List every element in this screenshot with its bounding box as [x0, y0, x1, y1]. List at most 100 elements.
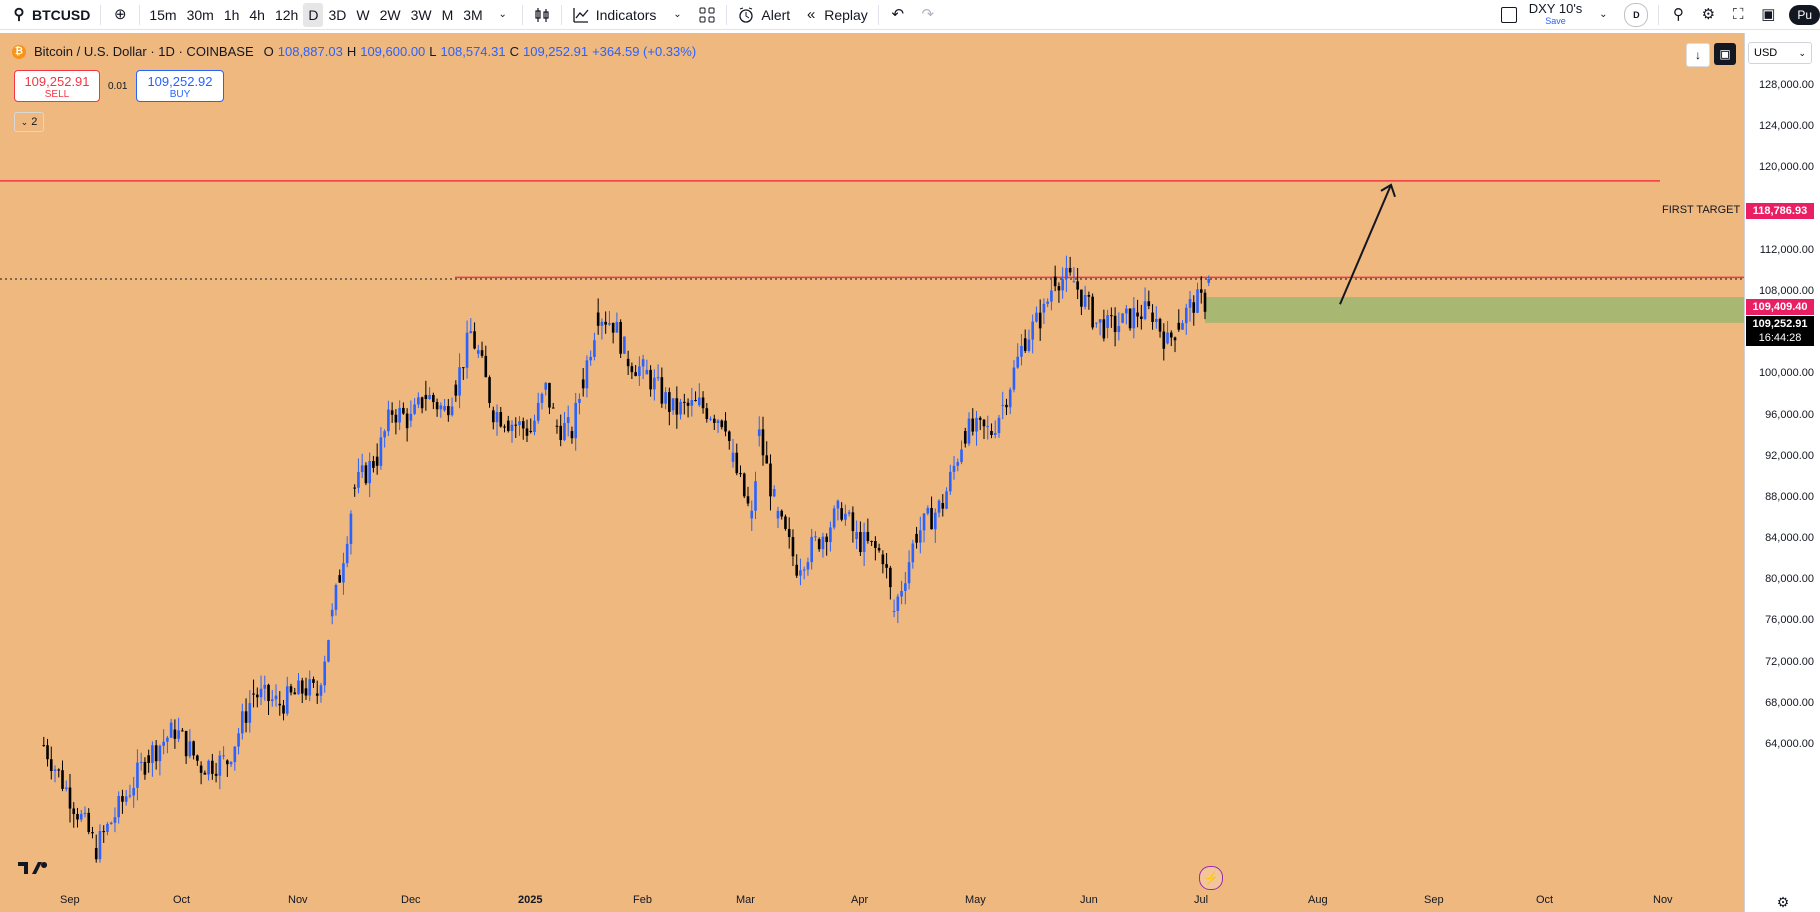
- publish-button[interactable]: Pu: [1783, 0, 1820, 30]
- candle-body: [319, 685, 323, 696]
- alert-label: Alert: [761, 6, 791, 23]
- candle-body: [218, 755, 222, 776]
- candlestick-chart[interactable]: [0, 33, 1744, 890]
- last-price: 109,252.91: [1752, 318, 1808, 330]
- candle-body: [409, 413, 413, 421]
- snapshot-button[interactable]: ▣: [1753, 0, 1783, 30]
- price-scale[interactable]: 128,000.00124,000.00120,000.00116,000.00…: [1744, 33, 1820, 912]
- last-price-badge: 109,252.91 16:44:28: [1746, 316, 1814, 346]
- candle-body: [630, 366, 634, 373]
- timeframe-dropdown-button[interactable]: ⌄: [488, 0, 518, 30]
- tv-logo-shape: [18, 862, 48, 874]
- timeframe-w[interactable]: W: [356, 6, 370, 23]
- candle-body: [817, 539, 821, 550]
- candle-body: [372, 460, 375, 468]
- scroll-to-latest-button[interactable]: ↓: [1686, 43, 1710, 67]
- candle-body: [1128, 308, 1132, 329]
- timeframe-m[interactable]: M: [441, 6, 454, 23]
- candle-body: [443, 406, 446, 411]
- candle-body: [495, 412, 499, 423]
- layout-select-checkbox[interactable]: [1495, 0, 1523, 30]
- candle-body: [1057, 286, 1061, 291]
- settings-button[interactable]: ⚙: [1693, 0, 1723, 30]
- candle-body: [1046, 301, 1049, 304]
- timeframe-1h[interactable]: 1h: [223, 6, 240, 23]
- timeframe-group: 15m 30m 1h 4h 12h D 3D W 2W 3W M 3M: [144, 0, 487, 30]
- candle-body: [439, 405, 443, 410]
- search-icon: ⚲: [13, 5, 25, 23]
- timeframe-15m[interactable]: 15m: [149, 6, 177, 23]
- timeframe-12h[interactable]: 12h: [274, 6, 299, 23]
- candle-body: [76, 813, 79, 820]
- layout-name-button[interactable]: DXY 10's Save: [1523, 0, 1589, 30]
- chart-pane[interactable]: [0, 33, 1744, 912]
- candle-body: [679, 401, 682, 415]
- timeframe-3w[interactable]: 3W: [410, 6, 432, 23]
- candle-body: [151, 745, 154, 763]
- candle-body: [1166, 332, 1169, 344]
- candle-body: [802, 569, 806, 571]
- lightning-icon[interactable]: ⚡: [1199, 866, 1223, 890]
- candle-body: [548, 382, 551, 408]
- layout-dropdown[interactable]: ⌄: [1588, 0, 1618, 30]
- sell-button[interactable]: 109,252.91 SELL: [14, 70, 100, 102]
- quick-search-button[interactable]: ⚲: [1663, 0, 1693, 30]
- redo-button[interactable]: ↷: [913, 0, 943, 30]
- templates-button[interactable]: [692, 0, 722, 30]
- candle-body: [930, 507, 933, 530]
- timeframe-2w[interactable]: 2W: [379, 6, 401, 23]
- fullscreen-button[interactable]: ⛶: [1723, 0, 1753, 30]
- price-tick: 96,000.00: [1765, 408, 1814, 421]
- auto-scale-button[interactable]: ▣: [1714, 43, 1736, 65]
- time-axis-settings-button[interactable]: ⚙: [1774, 893, 1792, 911]
- legend-high-label: H: [346, 44, 357, 59]
- candle-body: [293, 692, 297, 695]
- alert-button[interactable]: Alert: [731, 0, 796, 30]
- compare-button[interactable]: ⊕: [105, 0, 135, 30]
- chart-type-button[interactable]: [527, 0, 557, 30]
- candle-body: [1199, 289, 1203, 293]
- indicators-button[interactable]: Indicators: [566, 0, 663, 30]
- candle-body: [177, 730, 180, 739]
- candle-body: [428, 394, 431, 400]
- candle-body: [1143, 301, 1147, 319]
- tradingview-logo-icon[interactable]: [16, 858, 52, 884]
- timeframe-4h[interactable]: 4h: [249, 6, 265, 23]
- timeframe-d[interactable]: D: [303, 2, 324, 27]
- timeframe-30m[interactable]: 30m: [186, 6, 214, 23]
- currency-select[interactable]: USD ⌄: [1748, 42, 1812, 64]
- symbol-search-button[interactable]: ⚲ BTCUSD: [0, 0, 96, 30]
- resistance-price-badge: 109,409.40: [1746, 299, 1814, 315]
- candle-body: [555, 425, 559, 427]
- candle-body: [810, 536, 813, 563]
- projection-arrow-head: [1380, 183, 1396, 198]
- candle-body: [1095, 322, 1098, 324]
- indicators-dropdown[interactable]: ⌄: [662, 0, 692, 30]
- undo-icon: ↶: [891, 5, 905, 23]
- candle-body: [267, 684, 270, 701]
- candle-body: [278, 703, 282, 706]
- timeframe-3m[interactable]: 3M: [463, 6, 483, 23]
- candle-body: [1027, 339, 1031, 351]
- indicators-collapse-button[interactable]: ⌄ 2: [14, 112, 44, 132]
- candle-body: [364, 465, 368, 484]
- candle-body: [937, 500, 941, 513]
- candle-body: [971, 418, 975, 432]
- replay-button[interactable]: « Replay: [796, 0, 874, 30]
- candle-body: [877, 547, 881, 551]
- camera-icon: ▣: [1761, 5, 1776, 23]
- time-axis[interactable]: Sep Oct Nov Dec 2025 Feb Mar Apr May Jun Jul Aug Sep…: [0, 890, 1744, 912]
- candle-body: [1061, 279, 1064, 291]
- candle-body: [214, 773, 218, 776]
- candle-body: [270, 699, 274, 701]
- candle-body: [1207, 279, 1211, 283]
- time-tick: Sep: [60, 894, 80, 906]
- buy-button[interactable]: 109,252.92 BUY: [136, 70, 224, 102]
- account-avatar[interactable]: D: [1618, 0, 1654, 30]
- undo-button[interactable]: ↶: [883, 0, 913, 30]
- candle-body: [98, 831, 102, 860]
- candle-body: [274, 695, 278, 700]
- candle-body: [615, 321, 619, 333]
- candle-body: [1068, 267, 1072, 273]
- timeframe-3d[interactable]: 3D: [328, 6, 347, 23]
